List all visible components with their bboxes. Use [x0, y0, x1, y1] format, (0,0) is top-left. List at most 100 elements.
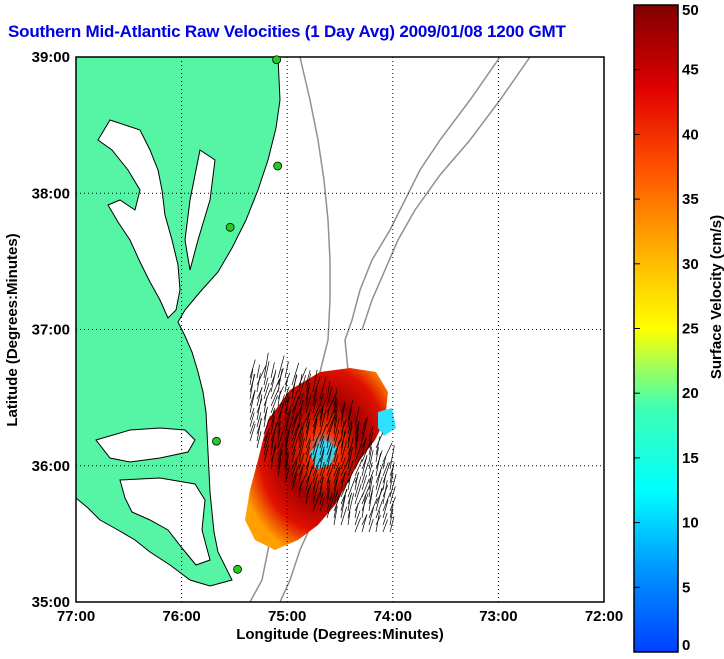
velocity-vector [312, 369, 318, 393]
x-tick-label: 73:00 [479, 608, 517, 625]
colorbar-tick-label: 50 [682, 2, 699, 19]
velocity-vector [340, 431, 345, 456]
velocity-vector [333, 505, 338, 526]
velocity-vector [361, 438, 367, 456]
velocity-vector [305, 383, 311, 407]
velocity-vector [340, 479, 349, 498]
y-tick-label: 36:00 [32, 458, 70, 475]
velocity-vector [340, 494, 346, 519]
velocity-vector [291, 374, 297, 400]
y-tick-label: 35:00 [32, 594, 70, 611]
velocity-vector [319, 404, 324, 421]
y-tick-label: 38:00 [32, 185, 70, 202]
velocity-vector [361, 418, 367, 435]
velocity-vector [382, 499, 389, 519]
velocity-vector [319, 491, 324, 505]
velocity-vector [298, 422, 303, 442]
velocity-vector [305, 440, 311, 456]
velocity-vector [305, 418, 311, 442]
chesapeake-bay [97, 119, 181, 319]
x-tick-label: 76:00 [162, 608, 200, 625]
velocity-vector [340, 419, 347, 435]
velocity-vector [291, 413, 299, 435]
velocity-vector [375, 453, 381, 477]
velocity-vector [256, 418, 262, 442]
velocity-vector [298, 481, 302, 498]
velocity-vector [326, 462, 332, 477]
velocity-vector [270, 395, 278, 414]
velocity-vector [319, 409, 324, 428]
velocity-vector [305, 446, 311, 463]
colorbar-tick-label: 25 [682, 321, 699, 338]
velocity-vector [368, 446, 373, 463]
velocity-vector [319, 441, 325, 456]
velocity-vector [361, 441, 371, 463]
velocity-vector [319, 461, 325, 477]
velocity-vector [312, 388, 318, 407]
velocity-vector [333, 440, 340, 463]
velocity-vector [298, 474, 307, 491]
velocity-vector [298, 419, 307, 435]
velocity-vector [263, 361, 270, 386]
albemarle-sound [119, 477, 211, 566]
velocity-vector [291, 449, 296, 463]
velocity-vector [333, 462, 340, 477]
velocity-vector [333, 477, 338, 498]
velocity-vector [298, 414, 303, 428]
velocity-vector [368, 506, 375, 526]
velocity-vector [284, 454, 289, 477]
velocity-vector [305, 412, 311, 428]
velocity-vector [382, 479, 388, 505]
velocity-vector [312, 403, 321, 421]
velocity-vector [277, 355, 285, 379]
velocity-vector [305, 386, 310, 400]
velocity-vector [354, 503, 359, 519]
velocity-vector [298, 367, 307, 386]
velocity-vector [333, 388, 338, 407]
velocity-vector [333, 402, 338, 421]
velocity-vector [284, 430, 290, 456]
velocity-vector [340, 489, 347, 512]
velocity-vector [319, 477, 324, 498]
velocity-vector [298, 452, 305, 470]
velocity-vector [298, 400, 304, 421]
velocity-vector [291, 424, 300, 449]
velocity-vector [354, 456, 362, 470]
velocity-vector [263, 388, 272, 407]
velocity-vector [340, 407, 345, 428]
velocity-vector [354, 458, 363, 477]
velocity-vector [305, 437, 311, 449]
velocity-vector [333, 397, 337, 414]
velocity-vector [284, 396, 289, 421]
velocity-vector [375, 488, 383, 512]
velocity-vector [389, 445, 395, 470]
velocity-vector [368, 489, 373, 512]
velocity-vector [347, 420, 352, 435]
velocity-vector [291, 453, 300, 470]
velocity-vector [354, 443, 362, 463]
velocity-vector [312, 398, 317, 414]
velocity-vector [347, 492, 355, 519]
velocity-vector [354, 476, 362, 498]
velocity-vector [361, 494, 367, 519]
velocity-vector [284, 386, 290, 400]
velocity-vector [326, 473, 330, 491]
y-tick-label: 37:00 [32, 322, 70, 339]
velocity-vector [389, 472, 394, 491]
velocity-vector [263, 377, 269, 393]
velocity-vector [375, 469, 382, 491]
velocity-vector [382, 461, 391, 484]
velocity-vector [389, 503, 394, 519]
velocity-vector [291, 472, 298, 491]
velocity-vector [319, 463, 327, 484]
map-title: Southern Mid-Atlantic Raw Velocities (1 … [8, 22, 566, 41]
velocity-vector [319, 435, 325, 449]
velocity-vector [326, 385, 333, 407]
velocity-vector [382, 474, 387, 491]
velocity-vector [291, 362, 300, 386]
y-tick-labels: 39:00 38:00 37:00 36:00 35:00 [32, 49, 70, 611]
velocity-vector [389, 496, 396, 512]
velocity-vector [333, 429, 340, 449]
velocity-vector [312, 482, 316, 498]
colorbar-tick-label: 5 [682, 579, 690, 596]
